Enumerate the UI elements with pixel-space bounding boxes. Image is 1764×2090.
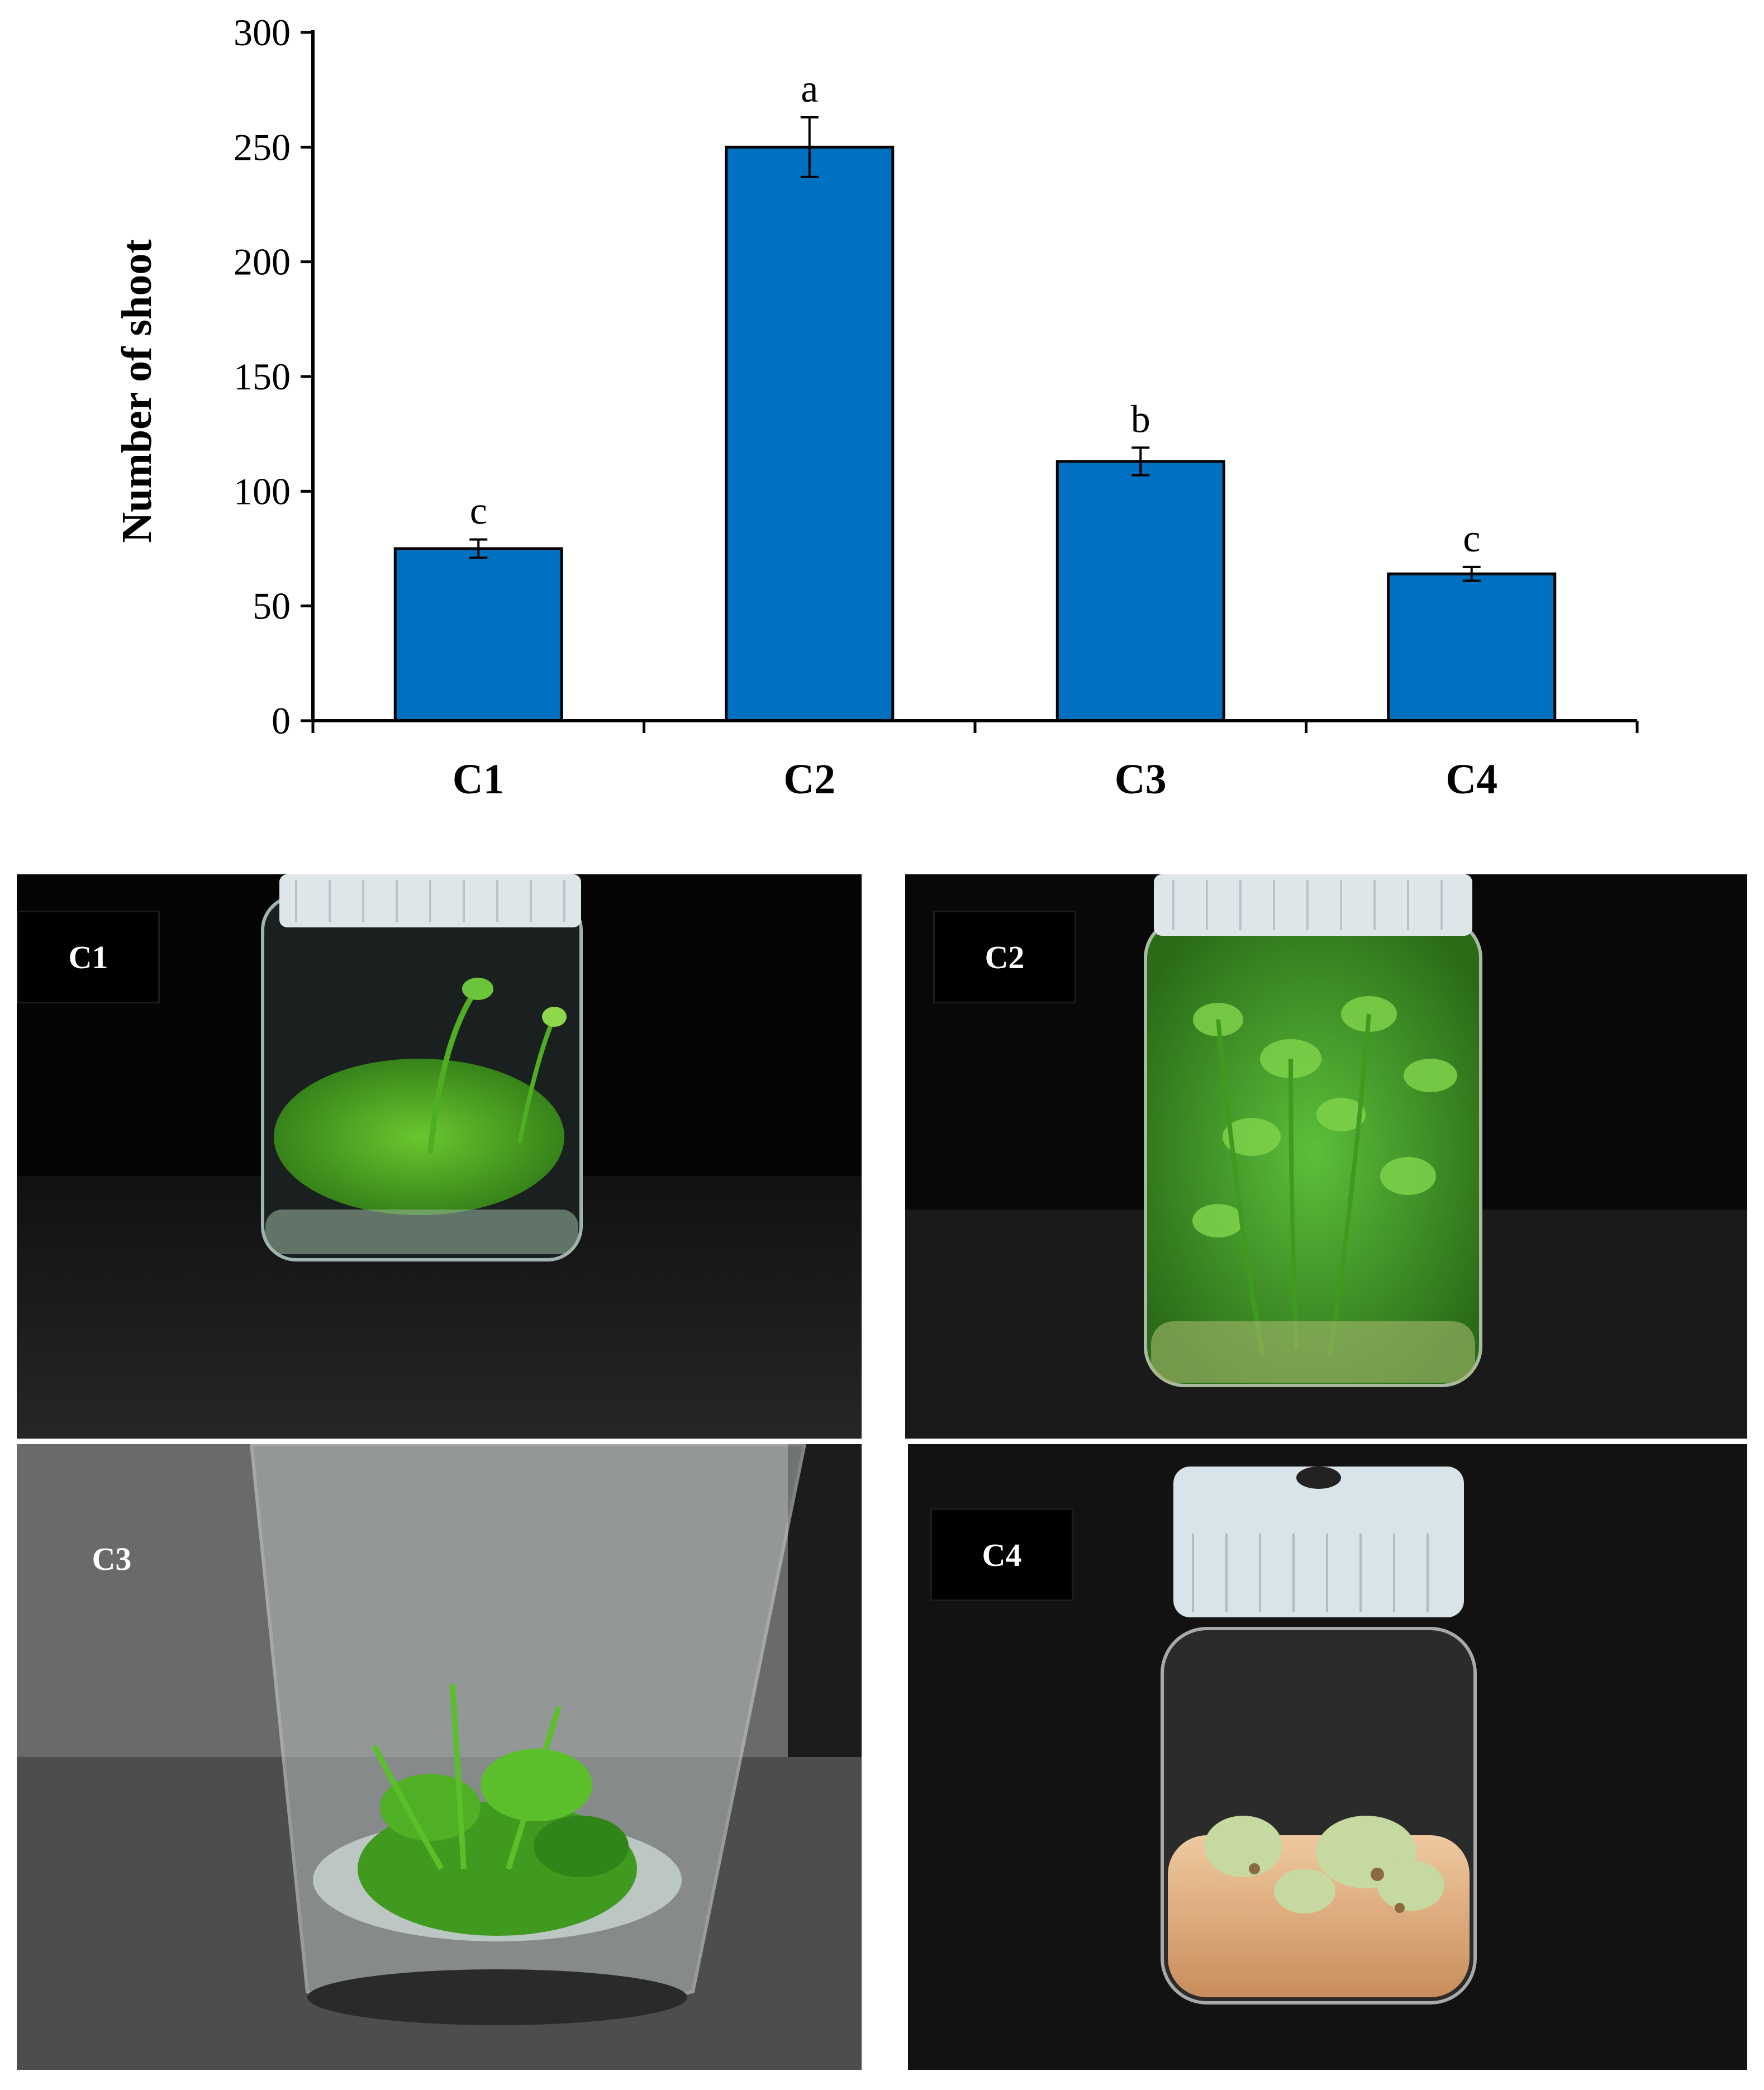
x-axis: C1 C2 C3 C4 <box>311 719 1639 803</box>
y-tick-label: 300 <box>234 11 291 54</box>
photo-label-c2: C2 <box>933 911 1076 1003</box>
bar-c4 <box>1387 572 1557 722</box>
bar-c2 <box>725 145 895 722</box>
y-axis: 0 50 100 150 200 250 300 <box>234 11 315 742</box>
photo-panel-c4: C4 <box>908 1444 1747 2070</box>
y-tick-label: 150 <box>234 355 291 398</box>
y-tick-label: 50 <box>253 585 291 627</box>
photo-label-c3: C3 <box>92 1540 132 1577</box>
y-tick-label: 200 <box>234 241 291 283</box>
bars: c a b c <box>393 68 1557 722</box>
significance-label: a <box>801 68 818 111</box>
y-tick-label: 0 <box>272 699 291 742</box>
x-category-label: C2 <box>783 756 835 803</box>
significance-label: c <box>1463 517 1480 560</box>
bar-c3 <box>1055 460 1225 722</box>
x-category-label: C3 <box>1115 756 1167 803</box>
photo-panel-c3: C3 <box>17 1444 862 2070</box>
bar-c1 <box>393 547 563 722</box>
x-category-label: C4 <box>1446 756 1497 803</box>
photo-panel-c1: C1 <box>17 874 862 1439</box>
jar-illustration <box>17 1444 862 2070</box>
x-category-label: C1 <box>453 756 505 803</box>
y-axis-label: Number of shoot <box>113 239 160 542</box>
jar-illustration <box>1161 1467 1477 2005</box>
photo-label-c1: C1 <box>17 911 160 1003</box>
jar-illustration <box>905 874 1747 1439</box>
photo-label-c4: C4 <box>930 1508 1073 1601</box>
y-tick-label: 250 <box>234 126 291 168</box>
bar-chart: 0 50 100 150 200 250 300 c a b c C1 C2 C3 C4 Number … <box>113 11 1639 803</box>
photo-panel-c2: C2 <box>905 874 1747 1439</box>
significance-label: b <box>1131 398 1150 441</box>
y-tick-label: 100 <box>234 470 291 512</box>
significance-label: c <box>470 490 487 533</box>
jar-illustration <box>17 874 862 1439</box>
